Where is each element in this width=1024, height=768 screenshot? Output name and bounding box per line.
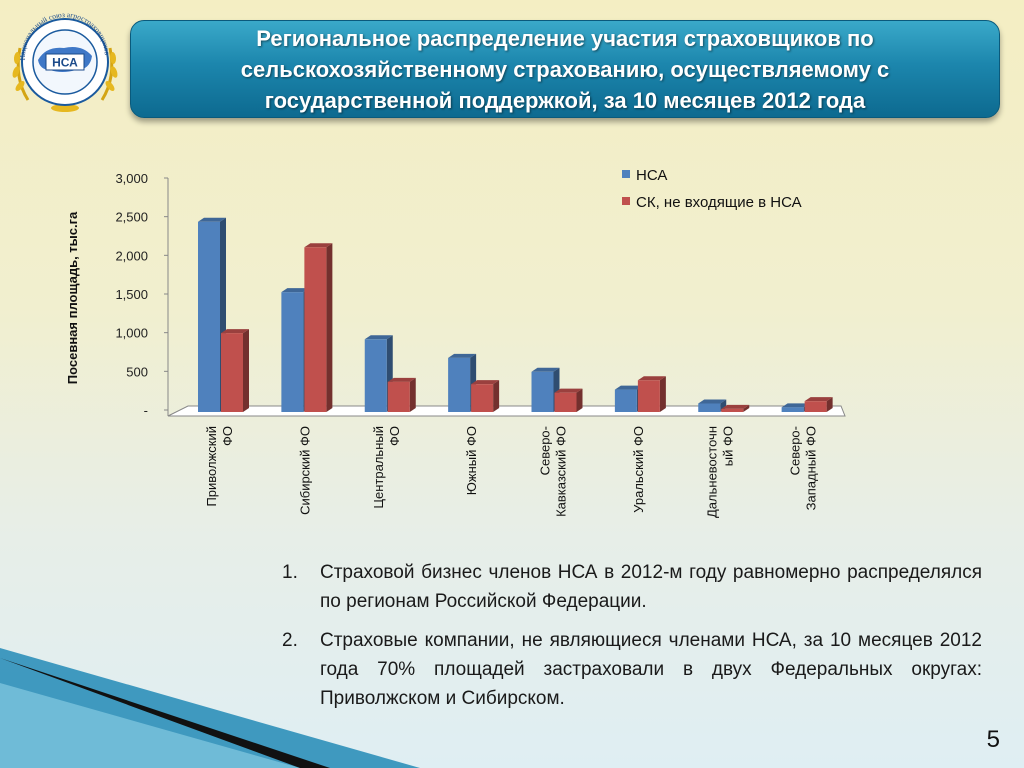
x-category-label: Северо-Кавказский ФО	[538, 426, 569, 517]
bottom-swoosh-decoration	[0, 648, 420, 768]
bar-sk-7	[804, 397, 833, 412]
slide-title: Региональное распределение участия страх…	[240, 25, 890, 113]
page-number: 5	[986, 726, 1000, 753]
notes-list: 1. Страховой бизнес членов НСА в 2012-м …	[282, 558, 982, 723]
y-tick-label: 1,000	[115, 326, 148, 341]
note-text: Страховые компании, не являющиеся членам…	[320, 630, 982, 709]
y-tick-label: -	[144, 403, 148, 418]
note-text: Страховой бизнес членов НСА в 2012-м год…	[320, 562, 982, 612]
note-item: 1. Страховой бизнес членов НСА в 2012-м …	[282, 558, 982, 616]
x-category-label: Северо-Западный ФО	[788, 426, 819, 510]
note-item: 2. Страховые компании, не являющиеся чле…	[282, 626, 982, 713]
legend-swatch	[622, 197, 630, 205]
x-category-label: ПриволжскийФО	[204, 426, 235, 507]
x-category-label: Уральский ФО	[631, 426, 646, 513]
nsa-logo: Национальный союз агростраховщиков НСА	[6, 8, 124, 118]
logo-text: НСА	[52, 56, 78, 70]
chart-floor	[167, 405, 846, 417]
bar-chart: - 500 1,000 1,500 2,000 2,500 3,000 Посевная пл…	[65, 167, 846, 518]
bar-sk-5	[637, 376, 666, 412]
legend-label: НСА	[636, 167, 667, 184]
bar-sk-0	[221, 329, 249, 412]
bar-sk-4	[554, 388, 583, 412]
note-number: 2.	[282, 630, 298, 651]
x-category-label: Сибирский ФО	[297, 426, 312, 515]
legend-swatch	[622, 170, 630, 178]
x-category-label: Южный ФО	[464, 426, 479, 495]
x-category-label: Дальневосточный ФО	[704, 426, 735, 518]
bar-sk-1	[304, 243, 333, 412]
y-tick-label: 500	[126, 364, 148, 379]
y-tick-label: 3,000	[115, 171, 148, 186]
slide-title-banner: Региональное распределение участия страх…	[130, 20, 1000, 118]
bar-sk-2	[387, 377, 416, 412]
bar-sk-6	[721, 404, 750, 412]
legend-label: СК, не входящие в НСА	[636, 194, 802, 211]
y-tick-label: 1,500	[115, 287, 148, 302]
y-tick-label: 2,500	[115, 210, 148, 225]
y-tick-label: 2,000	[115, 248, 148, 263]
note-number: 1.	[282, 562, 298, 583]
x-category-label: ЦентральныйФО	[371, 426, 402, 509]
y-axis-title: Посевная площадь, тыс.га	[65, 211, 80, 384]
bar-sk-3	[471, 380, 500, 412]
